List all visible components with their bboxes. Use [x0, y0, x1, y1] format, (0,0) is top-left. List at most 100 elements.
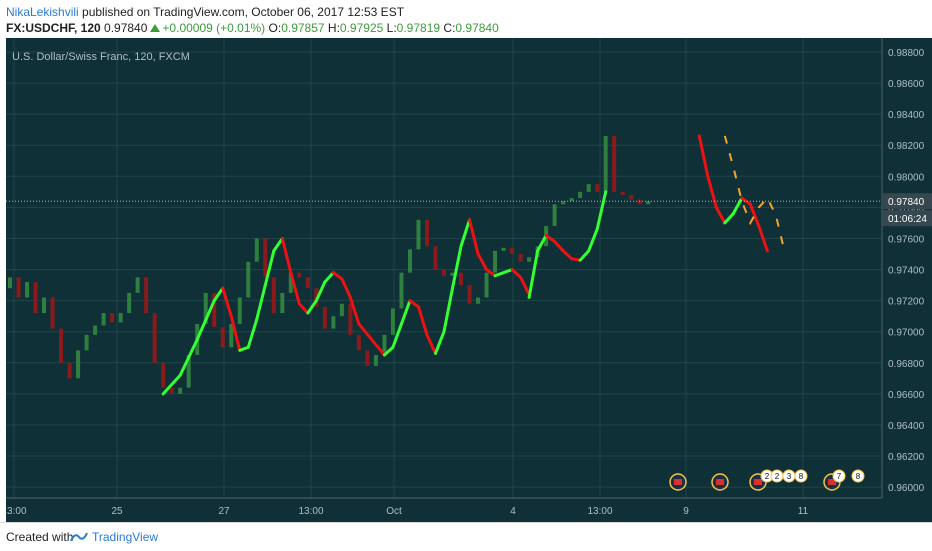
last-price: 0.97840	[104, 21, 148, 35]
high-value: 0.97925	[339, 21, 384, 35]
candle	[280, 292, 285, 314]
cycle-curve-segment	[578, 249, 591, 262]
candle	[16, 277, 21, 298]
cycle-curve-segment	[442, 286, 455, 334]
candle	[246, 261, 251, 298]
cycle-curve-segment	[408, 299, 420, 309]
tradingview-logo-icon	[70, 532, 88, 542]
x-tick-label: 27	[218, 506, 230, 517]
cycle-curve-segment	[323, 271, 335, 284]
footer: Created with TradingView	[0, 522, 932, 551]
candle	[178, 387, 183, 394]
flag-stripe-icon	[716, 479, 724, 485]
cycle-curve-segment	[331, 271, 344, 281]
candle	[135, 277, 140, 293]
event-badge-label: 7	[837, 472, 842, 481]
event-badge	[851, 469, 865, 483]
candle	[237, 297, 242, 324]
candle	[59, 328, 64, 363]
event-badge	[832, 469, 846, 483]
y-tick-label: 0.96600	[888, 390, 925, 401]
cycle-curve-segment	[561, 249, 574, 261]
candle	[399, 272, 404, 309]
candle	[459, 272, 464, 286]
countdown-label: 01:06:24	[888, 214, 927, 225]
cycle-curve-segment	[697, 134, 710, 178]
chart-header: NikaLekishvili published on TradingView.…	[0, 0, 932, 38]
y-tick-label: 0.96200	[888, 452, 925, 463]
flag-stripe-icon	[674, 479, 682, 485]
y-tick-label: 0.98200	[888, 141, 925, 152]
cycle-curve-segment	[476, 252, 489, 272]
publish-line: NikaLekishvili published on TradingView.…	[6, 5, 404, 19]
current-price-tag	[883, 193, 932, 210]
cycle-curve-segment	[587, 227, 599, 253]
candle	[646, 201, 651, 205]
cycle-curve-segment	[272, 236, 284, 253]
price-chart[interactable]: 0.98800 0.98600 0.98400 0.98200 0.98000 0.978…	[6, 38, 932, 522]
candle	[356, 334, 361, 351]
published-text: published on TradingView.com, October 06…	[78, 5, 405, 19]
candle	[629, 194, 634, 200]
candle	[416, 219, 421, 250]
event-badge-label: 2	[765, 472, 770, 481]
projection-line	[723, 135, 786, 252]
y-tick-label: 0.97000	[888, 328, 925, 339]
cycle-curve-segment	[289, 271, 301, 306]
candle	[263, 238, 268, 278]
cycle-curve-segment	[416, 305, 429, 337]
candle	[220, 327, 225, 348]
cycle-curve-segment	[510, 268, 523, 279]
y-tick-label: 0.96000	[888, 483, 925, 494]
candle	[339, 303, 344, 317]
chart-background	[6, 38, 932, 522]
cycle-curve-segment	[740, 196, 752, 206]
candle	[620, 191, 625, 195]
y-tick-label: 0.98400	[888, 110, 925, 121]
cycle-curve-segment	[178, 337, 199, 377]
x-tick-label: 13:00	[6, 506, 27, 517]
y-tick-label: 0.98600	[888, 79, 925, 90]
candle	[365, 350, 370, 366]
chart-title: U.S. Dollar/Swiss Franc, 120, FXCM	[12, 51, 190, 63]
candle	[527, 257, 532, 262]
chart-area[interactable]: 0.98800 0.98600 0.98400 0.98200 0.98000 0.978…	[6, 38, 932, 522]
cycle-curve-segment	[536, 233, 548, 253]
ohlc-line: FX:USDCHF, 120 0.97840 +0.00009 (+0.01%) …	[6, 21, 499, 35]
author-link[interactable]: NikaLekishvili	[6, 5, 79, 19]
candle	[76, 350, 81, 379]
candle	[433, 246, 438, 270]
cycle-curve-segment	[195, 299, 216, 341]
open-label: O:	[268, 21, 282, 35]
x-tick-label: 25	[111, 506, 123, 517]
candle	[373, 355, 378, 366]
tradingview-brand[interactable]: TradingView	[92, 530, 159, 544]
candle	[552, 204, 557, 227]
open-value: 0.97857	[281, 21, 325, 35]
cycle-curve-segment	[502, 268, 514, 275]
candle	[67, 362, 72, 379]
candle	[25, 281, 30, 298]
low-value: 0.97819	[396, 21, 441, 35]
candle	[127, 292, 132, 314]
candle	[288, 272, 293, 293]
candle	[110, 313, 115, 323]
high-label: H:	[327, 21, 340, 35]
symbol-label: FX:USDCHF, 120	[6, 21, 101, 35]
candle	[169, 387, 174, 394]
candle	[382, 334, 387, 356]
created-with-text: Created with	[6, 530, 74, 544]
candle	[442, 269, 446, 276]
cycle-curve-segment	[297, 302, 310, 315]
event-badge	[794, 469, 808, 483]
cycle-curve-segment	[221, 286, 233, 318]
cycle-curve-segment	[459, 218, 472, 248]
candle	[42, 297, 47, 314]
x-tick-label: 4	[510, 506, 516, 517]
cycle-curve-segment	[527, 249, 540, 300]
cycle-curve-segment	[731, 196, 744, 216]
candle	[254, 238, 259, 262]
candle	[161, 362, 166, 388]
y-tick-label: 0.96400	[888, 421, 925, 432]
